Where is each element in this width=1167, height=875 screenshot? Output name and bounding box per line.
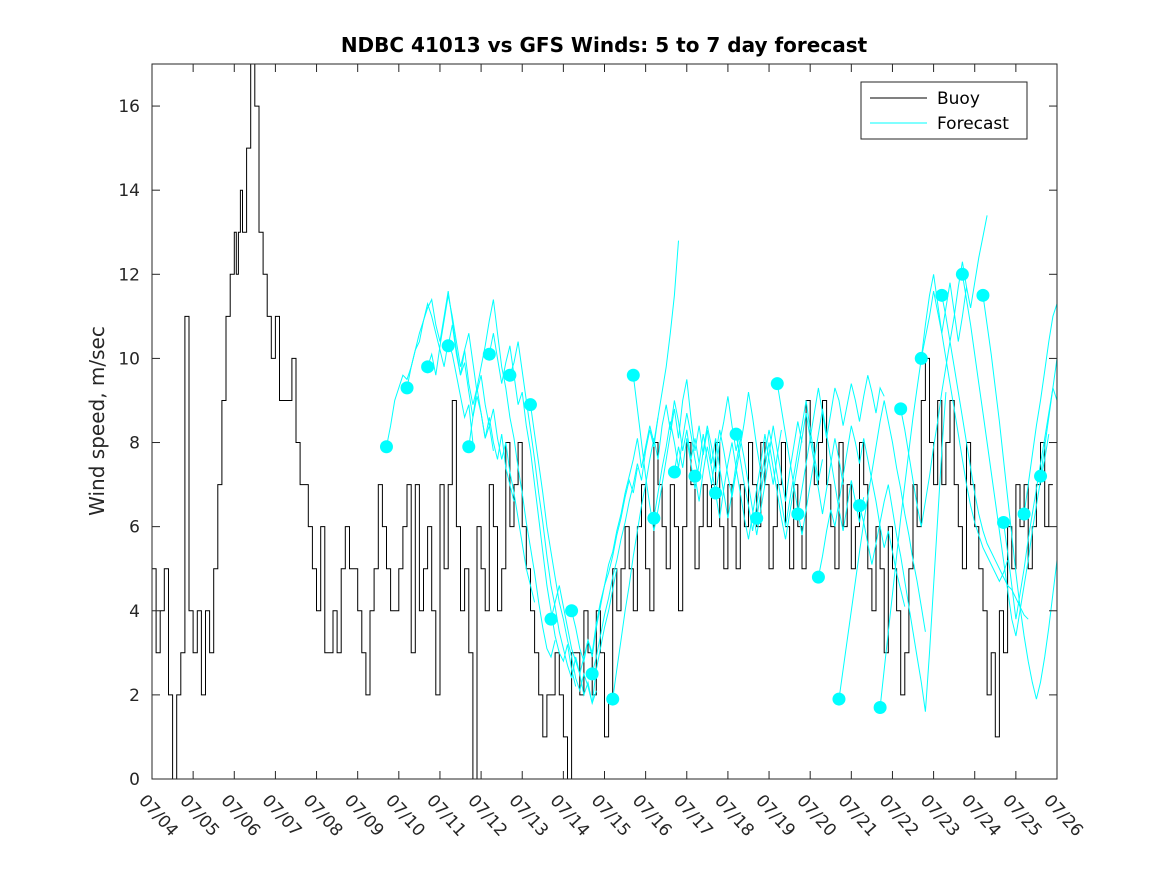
y-tick-label: 0 [129,770,140,790]
chart-title: NDBC 41013 vs GFS Winds: 5 to 7 day fore… [341,33,868,57]
forecast-series-line [468,299,556,659]
forecast-point [421,360,435,374]
forecast-point [853,499,867,513]
legend-box [860,81,1028,140]
forecast-point [523,398,537,412]
forecast-point [976,288,990,302]
forecast-point [503,368,517,382]
y-tick-label: 12 [118,265,140,285]
forecast-point [791,507,805,521]
legend-buoy-label: Buoy [937,89,980,109]
y-tick-label: 4 [129,602,140,622]
forecast-point [955,267,969,281]
forecast-series-line [386,301,474,447]
forecast-point [647,511,661,525]
forecast-series-line [591,240,679,675]
forecast-point [667,465,681,479]
forecast-series-line [756,413,844,540]
forecast-point [894,402,908,416]
forecast-point [379,440,393,454]
legend-forecast-label: Forecast [937,114,1009,134]
y-tick-label: 14 [118,181,140,201]
forecast-point [935,288,949,302]
forecast-series-line [982,295,1057,700]
forecast-series-line [941,295,1029,620]
forecast-series-line [673,392,762,498]
forecast-point [544,612,558,626]
forecast-series-line [1023,303,1057,515]
forecast-series-line [920,291,1009,583]
forecast-point [709,486,723,500]
y-axis: 0 2 4 6 8 10 12 14 16 [118,97,1057,790]
forecast-series-line [530,404,618,704]
forecast-point [729,427,743,441]
forecast-series-line [447,324,536,603]
y-tick-label: 2 [129,686,140,706]
plot-area [152,64,1057,779]
forecast-point [482,347,496,361]
forecast-point [626,368,640,382]
forecast-series-line [817,425,906,607]
y-tick-label: 10 [118,349,140,369]
y-tick-label: 6 [129,518,140,538]
forecast-series-line [612,400,700,700]
forecast-series-line [1003,358,1057,620]
forecast-point [688,469,702,483]
y-axis-label: Wind speed, m/sec [85,326,109,516]
forecast-point [462,440,476,454]
y-tick-label: 8 [129,434,140,454]
forecast-point [914,351,928,365]
forecast-point [770,377,784,391]
forecast-point [750,511,764,525]
plot-frame [151,63,1058,780]
forecast-point [400,381,414,395]
forecast-point [585,667,599,681]
forecast-series-line [653,396,741,519]
forecast-series-line [632,375,721,531]
forecast-series-line [900,215,988,527]
forecast-series-line [838,400,926,700]
forecast-series-line [1040,387,1057,477]
forecast-series-line [879,274,967,708]
forecast-series-line [550,467,638,676]
forecast-point [997,515,1011,529]
forecast-point [832,692,846,706]
forecast-point [873,701,887,714]
forecast-series-line [797,375,885,515]
forecast-point [811,570,825,584]
forecast-point [441,339,455,353]
forecast-series-line [776,383,865,536]
forecast-point [606,692,620,706]
forecast-series-line [859,392,947,712]
forecast-point [565,604,579,618]
forecast-series-line [694,429,782,540]
forecast-series-line [961,274,1050,637]
buoy-series-line [152,64,1053,779]
forecast-point [1034,469,1048,483]
legend: Buoy Forecast [860,81,1028,140]
forecast-point [1017,507,1031,521]
y-tick-label: 16 [118,97,140,117]
